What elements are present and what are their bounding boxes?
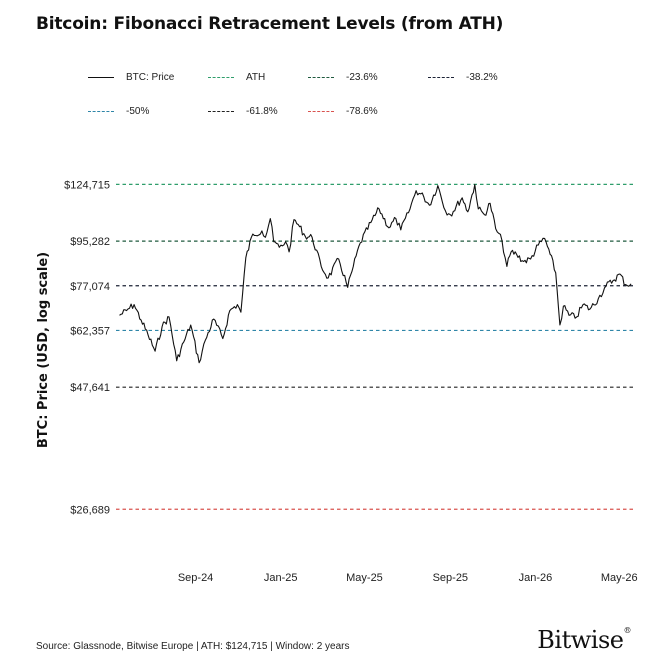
legend-item-4: -50% xyxy=(88,106,149,117)
source-footnote: Source: Glassnode, Bitwise Europe | ATH:… xyxy=(36,641,350,652)
series-line-0 xyxy=(119,183,632,364)
legend-item-0: BTC: Price xyxy=(88,72,174,83)
legend-item-1: ATH xyxy=(208,72,265,83)
level-label-1: $95,282 xyxy=(70,236,110,248)
chart-title: Bitcoin: Fibonacci Retracement Levels (f… xyxy=(36,14,504,34)
x-tick-label-2: May-25 xyxy=(346,572,383,584)
legend-swatch-6 xyxy=(308,111,334,112)
brand-registered-mark: ® xyxy=(623,626,632,635)
y-axis-label: BTC: Price (USD, log scale) xyxy=(36,252,51,448)
legend-item-5: -61.8% xyxy=(208,106,278,117)
level-label-3: $62,357 xyxy=(70,325,110,337)
legend-swatch-5 xyxy=(208,111,234,112)
legend-swatch-3 xyxy=(428,77,454,78)
legend-label-0: BTC: Price xyxy=(126,72,175,83)
legend-swatch-0 xyxy=(88,77,114,78)
legend-label-1: ATH xyxy=(246,72,266,83)
legend-label-4: -50% xyxy=(126,106,150,117)
x-tick-label-5: May-26 xyxy=(601,572,638,584)
x-tick-label-1: Jan-25 xyxy=(264,572,298,584)
chart-legend: BTC: Price ATH -23.6% -38.2% -50% -61.8% -78.6… xyxy=(88,72,608,122)
level-label-2: $77,074 xyxy=(70,281,110,293)
legend-swatch-4 xyxy=(88,111,114,112)
level-label-4: $47,641 xyxy=(70,382,110,394)
legend-item-6: -78.6% xyxy=(308,106,378,117)
legend-label-2: -23.6% xyxy=(346,72,378,83)
x-tick-label-4: Jan-26 xyxy=(519,572,553,584)
bitwise-logo: Bitwise® xyxy=(537,626,631,654)
x-tick-label-3: Sep-25 xyxy=(433,572,468,584)
level-label-5: $26,689 xyxy=(70,504,110,516)
level-label-0: $124,715 xyxy=(64,179,110,191)
legend-swatch-1 xyxy=(208,77,234,78)
brand-name: Bitwise xyxy=(537,626,624,654)
legend-item-3: -38.2% xyxy=(428,72,498,83)
legend-label-6: -78.6% xyxy=(346,106,378,117)
legend-label-3: -38.2% xyxy=(466,72,498,83)
legend-swatch-2 xyxy=(308,77,334,78)
x-tick-label-0: Sep-24 xyxy=(178,572,213,584)
legend-label-5: -61.8% xyxy=(246,106,278,117)
legend-item-2: -23.6% xyxy=(308,72,378,83)
